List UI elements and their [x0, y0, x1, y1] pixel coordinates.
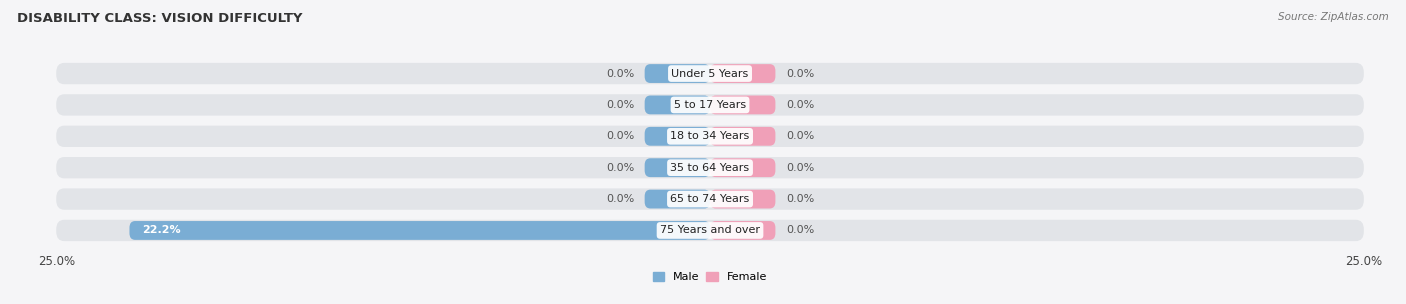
FancyBboxPatch shape [56, 188, 1364, 210]
Text: 0.0%: 0.0% [606, 100, 634, 110]
Text: 0.0%: 0.0% [606, 194, 634, 204]
FancyBboxPatch shape [710, 190, 776, 209]
Text: 18 to 34 Years: 18 to 34 Years [671, 131, 749, 141]
FancyBboxPatch shape [644, 158, 710, 177]
Text: 0.0%: 0.0% [786, 100, 814, 110]
Text: 35 to 64 Years: 35 to 64 Years [671, 163, 749, 173]
Text: 0.0%: 0.0% [786, 163, 814, 173]
Text: 0.0%: 0.0% [786, 68, 814, 78]
FancyBboxPatch shape [710, 64, 776, 83]
Text: 5 to 17 Years: 5 to 17 Years [673, 100, 747, 110]
Text: 0.0%: 0.0% [786, 194, 814, 204]
Text: Under 5 Years: Under 5 Years [672, 68, 748, 78]
Text: 0.0%: 0.0% [786, 131, 814, 141]
Text: 65 to 74 Years: 65 to 74 Years [671, 194, 749, 204]
FancyBboxPatch shape [56, 126, 1364, 147]
FancyBboxPatch shape [710, 127, 776, 146]
FancyBboxPatch shape [644, 64, 710, 83]
FancyBboxPatch shape [129, 221, 710, 240]
FancyBboxPatch shape [56, 63, 1364, 84]
FancyBboxPatch shape [644, 127, 710, 146]
Text: 22.2%: 22.2% [142, 226, 181, 236]
Text: 0.0%: 0.0% [606, 131, 634, 141]
FancyBboxPatch shape [644, 95, 710, 114]
FancyBboxPatch shape [710, 95, 776, 114]
FancyBboxPatch shape [56, 94, 1364, 116]
FancyBboxPatch shape [710, 158, 776, 177]
Text: 0.0%: 0.0% [786, 226, 814, 236]
Text: DISABILITY CLASS: VISION DIFFICULTY: DISABILITY CLASS: VISION DIFFICULTY [17, 12, 302, 25]
FancyBboxPatch shape [56, 157, 1364, 178]
Text: 0.0%: 0.0% [606, 68, 634, 78]
Legend: Male, Female: Male, Female [648, 267, 772, 287]
FancyBboxPatch shape [710, 221, 776, 240]
FancyBboxPatch shape [56, 220, 1364, 241]
Text: 75 Years and over: 75 Years and over [659, 226, 761, 236]
FancyBboxPatch shape [644, 190, 710, 209]
Text: 0.0%: 0.0% [606, 163, 634, 173]
Text: Source: ZipAtlas.com: Source: ZipAtlas.com [1278, 12, 1389, 22]
